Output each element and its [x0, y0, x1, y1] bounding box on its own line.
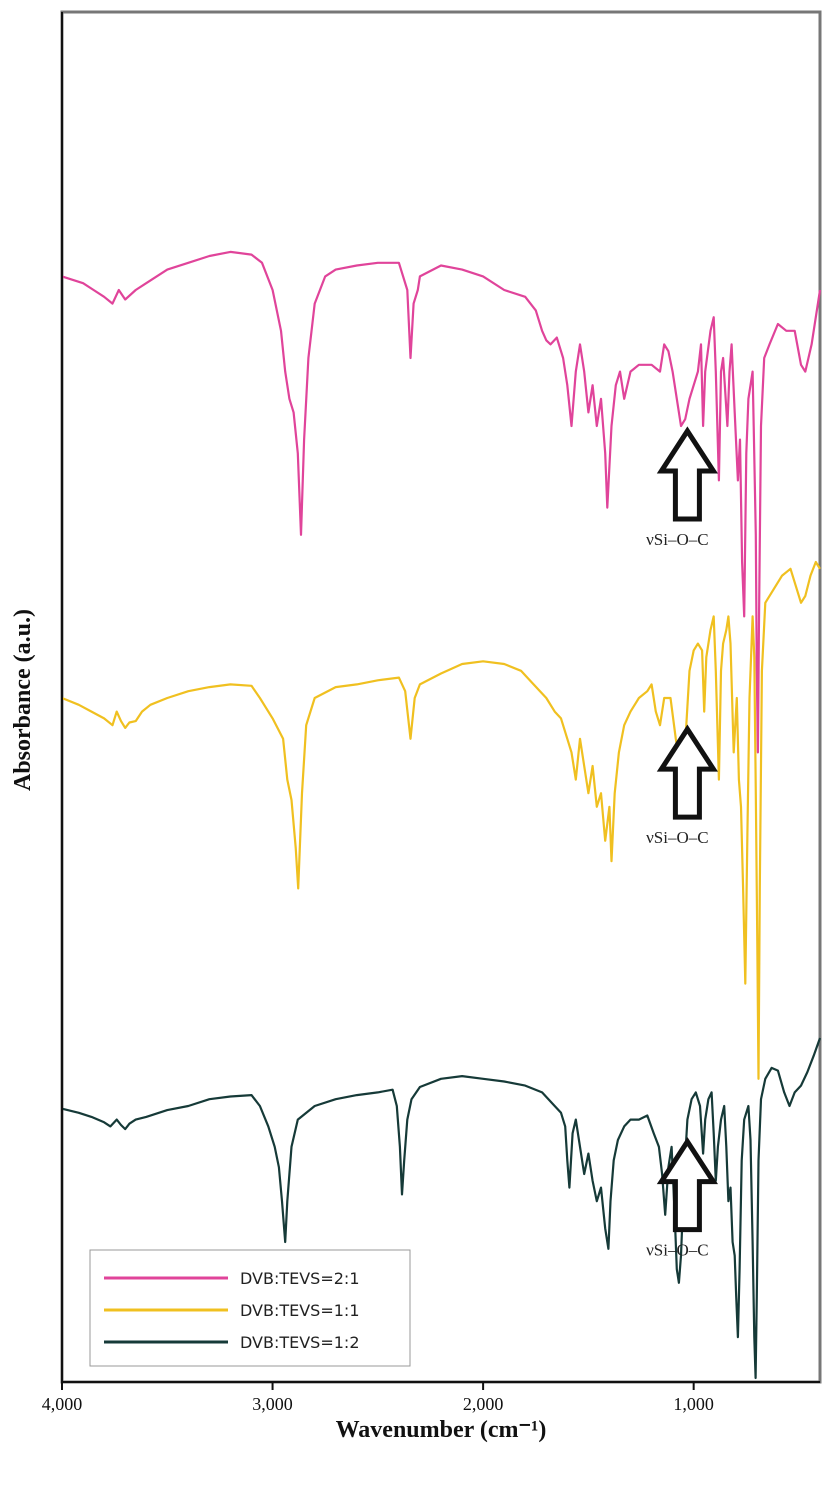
- annotation-label: νSi–O–C: [646, 530, 708, 549]
- legend-label-dvb-tevs-1-1: DVB:TEVS=1:1: [240, 1301, 360, 1320]
- x-axis-title: Wavenumber (cm⁻¹): [336, 1417, 547, 1443]
- x-tick-label: 2,000: [463, 1394, 504, 1414]
- x-tick-label: 1,000: [673, 1394, 714, 1414]
- series-line-dvb-tevs-2-1: [61, 250, 822, 754]
- legend-items: DVB:TEVS=2:1 DVB:TEVS=1:1 DVB:TEVS=1:2: [104, 1269, 360, 1352]
- annotation-label: νSi–O–C: [646, 1241, 708, 1260]
- legend-label-dvb-tevs-2-1: DVB:TEVS=2:1: [240, 1269, 360, 1288]
- y-axis-title: Absorbance (a.u.): [10, 609, 36, 791]
- x-tick-label: 3,000: [252, 1394, 293, 1414]
- x-tick-label: 4,000: [42, 1394, 83, 1414]
- legend: DVB:TEVS=2:1 DVB:TEVS=1:1 DVB:TEVS=1:2: [89, 1249, 411, 1367]
- annotation-layer: νSi–O–C νSi–O–C νSi–O–C: [646, 426, 719, 1260]
- annotation-label: νSi–O–C: [646, 828, 708, 847]
- annotation-arrow-up: [656, 724, 719, 820]
- x-axis-ticks: 4,000 3,000 2,000 1,000: [42, 1382, 714, 1414]
- series-line-dvb-tevs-1-2: [61, 1037, 822, 1380]
- annotation-arrow-up: [656, 1137, 719, 1233]
- series-line-dvb-tevs-1-1: [61, 560, 821, 1080]
- series-layer: [61, 250, 822, 1380]
- annotation-arrow-up: [656, 426, 719, 522]
- legend-label-dvb-tevs-1-2: DVB:TEVS=1:2: [240, 1333, 360, 1352]
- legend-box: [89, 1249, 411, 1367]
